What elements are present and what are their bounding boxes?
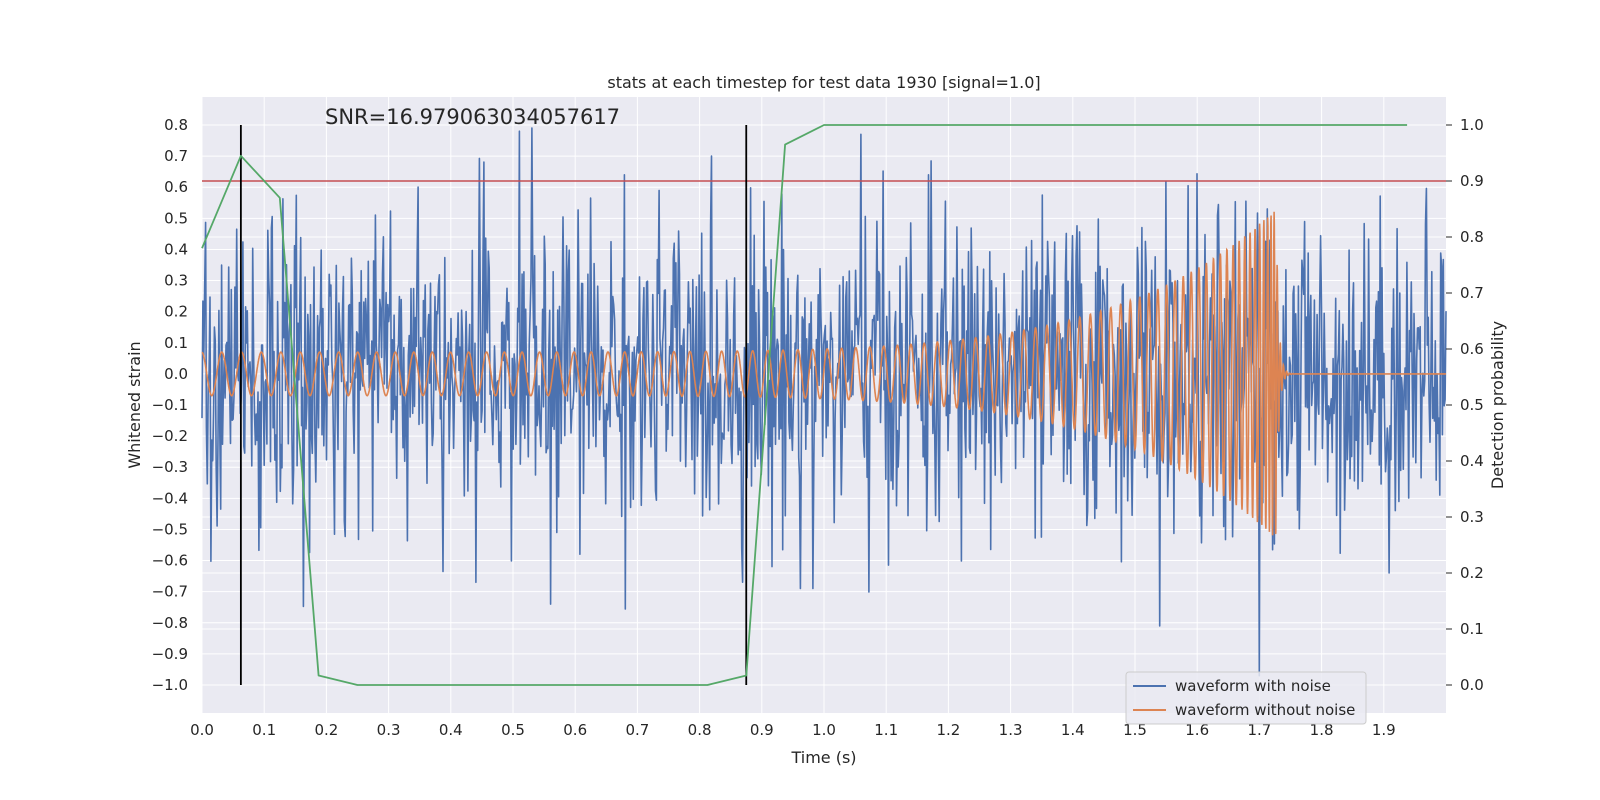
snr-annotation: SNR=16.979063034057617 xyxy=(325,105,620,129)
x-tick-label: 1.2 xyxy=(936,721,960,739)
legend-box xyxy=(1125,671,1367,725)
x-tick-label: 0.2 xyxy=(314,721,338,739)
x-tick-label: 1.9 xyxy=(1372,721,1396,739)
x-tick-label: 1.5 xyxy=(1123,721,1147,739)
y-axis-right-ticks: 1.0 0.9 0.8 0.7 0.6 0.5 0.4 0.3 0.2 0.1 0.0 xyxy=(1446,116,1484,694)
y-left-tick-label: 0.2 xyxy=(164,303,188,321)
y-right-tick-label: 0.4 xyxy=(1460,452,1484,470)
y-left-tick-label: −0.7 xyxy=(152,583,188,601)
y-right-tick-label: 0.0 xyxy=(1460,676,1484,694)
x-tick-label: 0.1 xyxy=(252,721,276,739)
y-left-tick-label: −0.1 xyxy=(152,396,188,414)
y-left-tick-label: 0.5 xyxy=(164,209,188,227)
x-tick-label: 1.8 xyxy=(1310,721,1334,739)
x-tick-label: 0.0 xyxy=(190,721,214,739)
x-tick-label: 1.3 xyxy=(999,721,1023,739)
y-left-tick-label: −1.0 xyxy=(152,676,188,694)
series-detection-probability xyxy=(201,124,1408,686)
y-right-tick-label: 0.2 xyxy=(1460,564,1484,582)
x-tick-label: 1.4 xyxy=(1061,721,1085,739)
x-axis-ticks: 0.0 0.1 0.2 0.3 0.4 0.5 0.6 0.7 0.8 0.9 1.0 1.1 1.2 1… xyxy=(190,721,1396,739)
y-left-tick-label: 0.4 xyxy=(164,240,188,258)
y-right-tick-label: 0.9 xyxy=(1460,172,1484,190)
y-right-tick-label: 0.3 xyxy=(1460,508,1484,526)
y-axis-left-label: Whitened strain xyxy=(125,341,144,468)
x-axis-label: Time (s) xyxy=(790,748,856,767)
x-tick-label: 1.0 xyxy=(812,721,836,739)
x-tick-label: 0.3 xyxy=(377,721,401,739)
chart-title: stats at each timestep for test data 193… xyxy=(607,73,1040,92)
y-axis-left-ticks: 0.8 0.7 0.6 0.5 0.4 0.3 0.2 0.1 0.0 −0.1 −0.2 −0.3 −… xyxy=(152,116,188,694)
y-left-tick-label: 0.1 xyxy=(164,334,188,352)
y-left-tick-label: −0.2 xyxy=(152,427,188,445)
legend-label-clean: waveform without noise xyxy=(1175,701,1355,719)
legend-label-noisy: waveform with noise xyxy=(1175,677,1331,695)
y-left-tick-label: 0.0 xyxy=(164,365,188,383)
series-waveform-without-noise xyxy=(201,211,1446,536)
x-tick-label: 0.7 xyxy=(625,721,649,739)
x-tick-label: 0.5 xyxy=(501,721,525,739)
y-left-tick-label: 0.7 xyxy=(164,147,188,165)
y-right-tick-label: 0.6 xyxy=(1460,340,1484,358)
y-left-tick-label: −0.4 xyxy=(152,489,188,507)
y-right-tick-label: 0.5 xyxy=(1460,396,1484,414)
y-left-tick-label: 0.6 xyxy=(164,178,188,196)
x-tick-label: 1.1 xyxy=(874,721,898,739)
x-tick-label: 0.9 xyxy=(750,721,774,739)
x-tick-label: 1.7 xyxy=(1247,721,1271,739)
y-left-tick-label: 0.3 xyxy=(164,272,188,290)
x-tick-label: 1.6 xyxy=(1185,721,1209,739)
y-left-tick-label: −0.3 xyxy=(152,458,188,476)
y-left-tick-label: −0.5 xyxy=(152,520,188,538)
y-axis-right-label: Detection probability xyxy=(1488,321,1507,489)
y-left-tick-label: 0.8 xyxy=(164,116,188,134)
y-right-tick-label: 0.1 xyxy=(1460,620,1484,638)
y-right-tick-label: 0.7 xyxy=(1460,284,1484,302)
legend: waveform with noise waveform without noi… xyxy=(1125,671,1367,725)
y-left-tick-label: −0.6 xyxy=(152,552,188,570)
y-left-tick-label: −0.9 xyxy=(152,645,188,663)
y-right-tick-label: 0.8 xyxy=(1460,228,1484,246)
x-tick-label: 0.4 xyxy=(439,721,463,739)
series-layer xyxy=(201,124,1447,686)
y-right-tick-label: 1.0 xyxy=(1460,116,1484,134)
y-left-tick-label: −0.8 xyxy=(152,614,188,632)
x-tick-label: 0.6 xyxy=(563,721,587,739)
x-tick-label: 0.8 xyxy=(688,721,712,739)
